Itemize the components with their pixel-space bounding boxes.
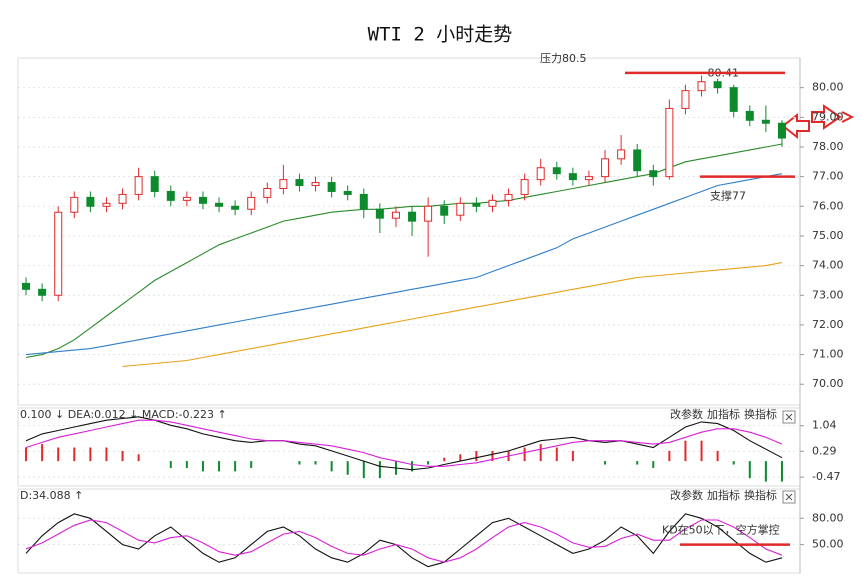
- indicator-header: 0.100 ↓ DEA:0.012 ↓ MACD:-0.223 ↑: [20, 408, 227, 421]
- candle-body: [182, 196, 191, 201]
- toolbar-button[interactable]: 换指标: [744, 488, 777, 502]
- y-tick-label: 80.00: [812, 511, 844, 524]
- candle-body: [633, 149, 642, 172]
- candle-body: [472, 202, 481, 207]
- candle-body: [247, 196, 256, 210]
- candle-body: [359, 193, 368, 210]
- candle-body: [343, 190, 352, 195]
- annotation-text: KD在50以下，空方掌控: [662, 523, 780, 537]
- annotation-text: 支撑77: [710, 189, 746, 203]
- indicator-header: D:34.088 ↑: [20, 489, 83, 502]
- candle-body: [86, 196, 95, 207]
- candle-body: [665, 107, 674, 178]
- main-panel: [17, 57, 801, 406]
- candle-body: [70, 196, 79, 213]
- candle-body: [617, 149, 626, 160]
- y-tick-label: 71.00: [812, 348, 844, 361]
- candle-body: [118, 193, 127, 204]
- candle-body: [520, 179, 529, 195]
- candle-body: [38, 288, 47, 296]
- candle-body: [777, 122, 786, 139]
- arrow-icon: [781, 112, 810, 140]
- close-button[interactable]: [782, 490, 796, 504]
- candle-body: [263, 187, 272, 198]
- y-tick-label: 76.00: [812, 199, 844, 212]
- candle-body: [713, 81, 722, 89]
- y-tick-label: 70.00: [812, 377, 844, 390]
- candle-body: [536, 167, 545, 181]
- candle-body: [681, 90, 690, 109]
- candle-body: [391, 211, 400, 219]
- candle-body: [215, 202, 224, 207]
- candle-body: [584, 176, 593, 181]
- y-tick-label: 74.00: [812, 259, 844, 272]
- indicator-line: [25, 513, 783, 568]
- candle-body: [279, 179, 288, 189]
- toolbar-button[interactable]: 加指标: [707, 407, 740, 421]
- candle-body: [102, 202, 111, 207]
- y-tick-label: 72.00: [812, 318, 844, 331]
- candle-body: [327, 182, 336, 192]
- y-tick-label: 73.00: [812, 288, 844, 301]
- chart-title: WTI 2 小时走势: [368, 24, 513, 46]
- toolbar-button[interactable]: 换指标: [744, 407, 777, 421]
- y-tick-label: 79.00: [812, 110, 844, 123]
- candle-body: [198, 196, 207, 204]
- candle-body: [311, 182, 320, 187]
- arrow-icon: [841, 111, 855, 123]
- indicator-line: [25, 416, 783, 471]
- indicator-line: [25, 519, 783, 563]
- candle-body: [456, 202, 465, 216]
- indicator-line: [25, 173, 783, 356]
- candle-body: [601, 158, 610, 178]
- candle-body: [22, 282, 31, 290]
- candle-body: [729, 87, 738, 112]
- y-tick-label: 1.04: [812, 419, 837, 432]
- toolbar-button[interactable]: 改参数: [670, 488, 703, 502]
- candle-body: [761, 119, 770, 124]
- candle-body: [504, 193, 513, 201]
- indicator-line: [25, 419, 783, 467]
- y-tick-label: 50.00: [812, 538, 844, 551]
- candle-body: [375, 208, 384, 219]
- toolbar-button[interactable]: 改参数: [670, 407, 703, 421]
- y-tick-label: 0.29: [812, 444, 837, 457]
- candle-body: [568, 173, 577, 181]
- candle-body: [424, 205, 433, 222]
- candle-body: [408, 211, 417, 222]
- candle-body: [166, 190, 175, 201]
- candle-body: [552, 167, 561, 175]
- candle-body: [231, 205, 240, 210]
- close-button[interactable]: [782, 410, 796, 424]
- y-tick-label: 77.00: [812, 170, 844, 183]
- candle-body: [745, 110, 754, 121]
- candle-body: [54, 211, 63, 296]
- indicator-line: [122, 262, 783, 367]
- candle-body: [150, 176, 159, 192]
- candle-body: [697, 81, 706, 92]
- y-tick-label: 78.00: [812, 140, 844, 153]
- candle-body: [134, 176, 143, 195]
- y-tick-label: 75.00: [812, 229, 844, 242]
- candle-body: [488, 199, 497, 207]
- annotation-text: 压力80.5: [540, 52, 587, 65]
- toolbar-button[interactable]: 加指标: [707, 488, 740, 502]
- candle-body: [295, 179, 304, 187]
- y-tick-label: 80.00: [812, 81, 844, 94]
- candle-body: [440, 205, 449, 216]
- y-tick-label: -0.47: [812, 470, 840, 483]
- candle-body: [649, 170, 658, 178]
- arrow-icon: [811, 104, 842, 130]
